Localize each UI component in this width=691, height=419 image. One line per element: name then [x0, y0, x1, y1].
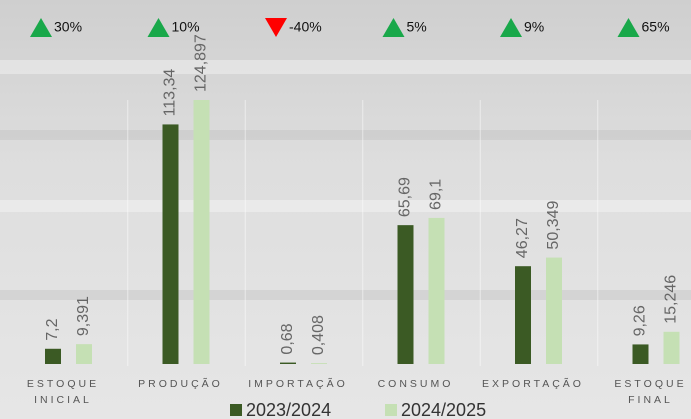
data-label: 15,246 — [663, 275, 680, 324]
bar — [76, 344, 92, 364]
bar — [162, 124, 179, 364]
data-label: 65,69 — [397, 177, 414, 217]
legend-label: 2023/2024 — [246, 400, 331, 419]
legend-swatch — [385, 404, 397, 416]
data-label: 9,26 — [632, 305, 649, 336]
bar — [397, 225, 414, 364]
data-label: 0,408 — [310, 315, 327, 355]
change-label: 65% — [642, 19, 670, 35]
bar — [663, 331, 680, 364]
x-tick-label: CONSUMO — [377, 378, 454, 390]
change-arrow — [500, 18, 522, 37]
change-arrow — [617, 18, 640, 37]
data-label: 9,391 — [75, 296, 92, 336]
change-label: 5% — [407, 19, 427, 35]
change-label: 30% — [54, 19, 82, 35]
bar — [45, 348, 61, 364]
legend-label: 2024/2025 — [401, 400, 486, 419]
change-label: -40% — [289, 19, 322, 35]
x-tick-label: IMPORTAÇÃO — [248, 378, 348, 390]
bar — [428, 217, 445, 364]
data-label: 113,34 — [162, 69, 179, 117]
data-label: 50,349 — [545, 201, 562, 250]
legend-swatch — [230, 404, 242, 416]
bar — [632, 344, 649, 364]
change-arrow — [265, 18, 287, 37]
data-label: 69,1 — [428, 179, 445, 210]
data-label: 46,27 — [514, 218, 531, 258]
bar — [546, 257, 562, 364]
data-label: 124,897 — [193, 34, 210, 92]
bar — [193, 100, 210, 364]
bar — [311, 363, 327, 364]
background — [0, 60, 691, 300]
change-label: 10% — [172, 19, 200, 35]
data-label: 7,2 — [44, 318, 61, 340]
x-tick-label: EXPORTAÇÃO — [482, 378, 584, 390]
change-arrow — [382, 18, 405, 37]
change-arrow — [147, 18, 170, 37]
change-arrow — [30, 18, 52, 37]
data-label: 0,68 — [279, 323, 296, 354]
bar — [515, 266, 531, 364]
x-tick-label: ESTOQUE INICIAL — [26, 378, 100, 406]
bar — [280, 362, 296, 364]
change-label: 9% — [524, 19, 544, 35]
x-tick-label: ESTOQUE FINAL — [614, 378, 687, 406]
x-tick-label: PRODUÇÃO — [138, 378, 223, 390]
